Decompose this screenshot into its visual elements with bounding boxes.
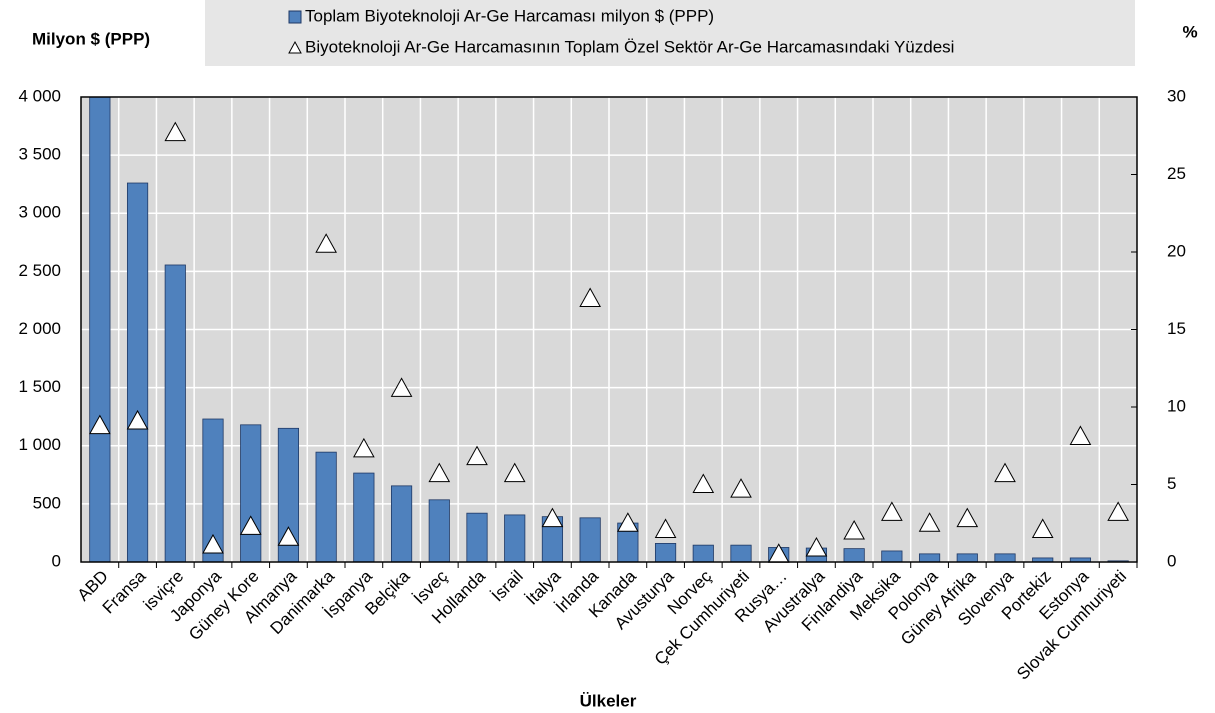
marker bbox=[503, 462, 526, 483]
y-tick-label: 4 000 bbox=[18, 86, 61, 105]
bar bbox=[164, 264, 186, 562]
marker bbox=[89, 414, 111, 435]
marker bbox=[428, 462, 451, 483]
marker bbox=[918, 512, 941, 532]
bar bbox=[692, 544, 714, 562]
bar bbox=[1032, 557, 1054, 562]
y-axis-title: Milyon $ (PPP) bbox=[32, 29, 150, 48]
marker bbox=[730, 478, 752, 498]
bar bbox=[918, 553, 941, 562]
legend-label: Biyoteknoloji Ar-Ge Harcamasının Toplam … bbox=[305, 37, 954, 56]
marker bbox=[466, 445, 488, 466]
y2-tick-label: 0 bbox=[1167, 551, 1176, 570]
marker bbox=[654, 518, 677, 538]
x-axis-title: Ülkeler bbox=[580, 691, 637, 710]
y-tick-label: 2 500 bbox=[18, 261, 61, 280]
marker bbox=[617, 512, 639, 532]
bar bbox=[504, 514, 526, 562]
x-tick-label: Fransa bbox=[99, 566, 150, 617]
bar bbox=[428, 499, 450, 562]
y2-tick-label: 30 bbox=[1167, 86, 1186, 105]
y-tick-label: 0 bbox=[52, 551, 61, 570]
bar bbox=[994, 553, 1016, 562]
y2-tick-label: 25 bbox=[1167, 164, 1186, 183]
marker bbox=[541, 507, 564, 528]
marker bbox=[315, 233, 337, 253]
y2-axis-title: % bbox=[1182, 22, 1197, 41]
y2-tick-label: 15 bbox=[1167, 319, 1186, 338]
legend-swatch bbox=[288, 40, 302, 54]
marker bbox=[239, 515, 262, 535]
bar bbox=[277, 427, 300, 562]
y2-tick-label: 5 bbox=[1167, 474, 1176, 493]
marker bbox=[126, 409, 149, 430]
marker bbox=[805, 537, 828, 557]
marker bbox=[881, 501, 903, 521]
y2-tick-label: 10 bbox=[1167, 396, 1186, 415]
marker bbox=[353, 437, 375, 458]
marker bbox=[843, 519, 865, 540]
y-tick-label: 500 bbox=[33, 493, 61, 512]
bar bbox=[654, 543, 677, 562]
marker bbox=[277, 526, 300, 546]
x-tick-label: İsrail bbox=[488, 567, 527, 606]
bar bbox=[315, 451, 337, 562]
bar bbox=[881, 550, 903, 562]
bar bbox=[353, 472, 375, 562]
y2-tick-label: 20 bbox=[1167, 241, 1186, 260]
y-tick-label: 1 500 bbox=[18, 377, 61, 396]
marker bbox=[994, 462, 1016, 483]
y-tick-label: 3 500 bbox=[18, 145, 61, 164]
marker bbox=[1107, 501, 1129, 521]
y-tick-label: 1 000 bbox=[18, 435, 61, 454]
bar bbox=[843, 548, 865, 562]
y-tick-label: 3 000 bbox=[18, 203, 61, 222]
marker bbox=[1069, 425, 1092, 445]
bar bbox=[1069, 557, 1092, 562]
legend-label: Toplam Biyoteknoloji Ar-Ge Harcaması mil… bbox=[305, 6, 714, 25]
bar bbox=[126, 182, 149, 562]
marker bbox=[164, 121, 187, 142]
bar bbox=[956, 553, 978, 562]
marker bbox=[579, 287, 601, 307]
marker bbox=[202, 533, 224, 554]
bar bbox=[240, 424, 262, 562]
bar bbox=[89, 97, 111, 562]
marker bbox=[956, 507, 979, 528]
bar bbox=[390, 485, 413, 562]
marker bbox=[692, 473, 715, 493]
bar bbox=[579, 517, 601, 562]
legend-box bbox=[205, 0, 1135, 66]
marker bbox=[1031, 518, 1054, 538]
bar bbox=[202, 418, 224, 562]
bar bbox=[466, 512, 488, 562]
marker bbox=[390, 377, 413, 397]
y-tick-label: 2 000 bbox=[18, 319, 61, 338]
legend-swatch bbox=[288, 10, 302, 24]
bar bbox=[730, 544, 752, 562]
